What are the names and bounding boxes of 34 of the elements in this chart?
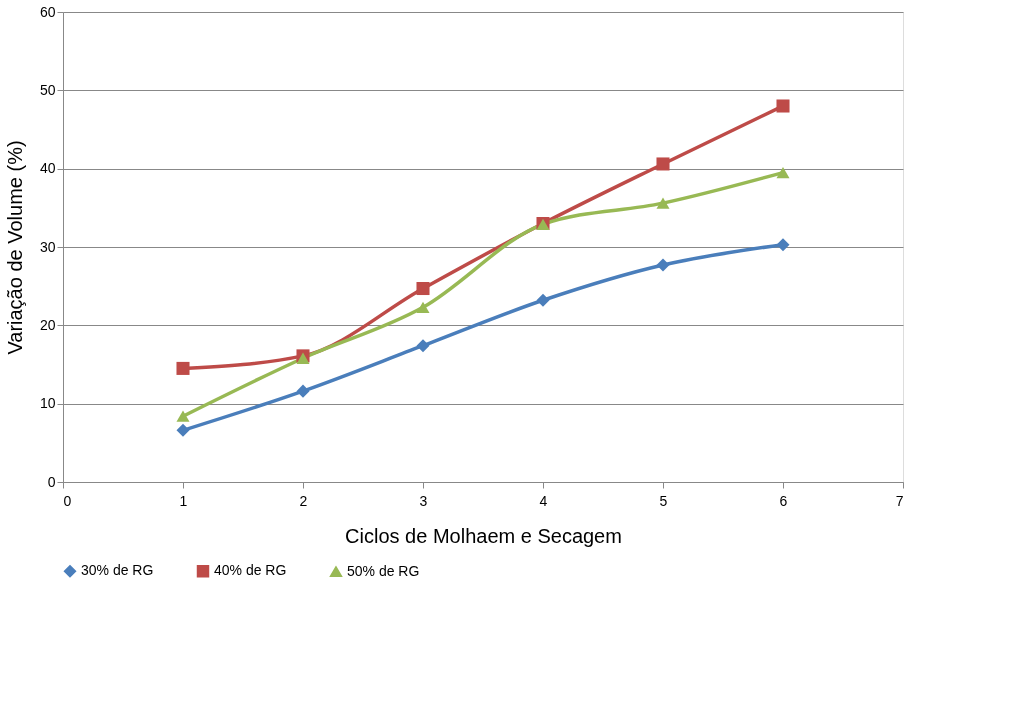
y-tick-label: 10 — [39, 395, 56, 412]
x-tick-label: 0 — [63, 492, 72, 509]
y-tick-label: 0 — [47, 473, 56, 490]
point — [176, 410, 190, 422]
legend-label: 30% de RG — [81, 562, 154, 579]
x-tick-label: 3 — [419, 492, 428, 509]
point — [416, 301, 430, 313]
point — [536, 293, 550, 307]
point — [776, 166, 790, 179]
y-tick-label: 60 — [39, 3, 56, 20]
point — [416, 282, 430, 296]
point — [296, 384, 310, 398]
x-tick-label: 2 — [299, 492, 308, 509]
x-axis-title: Ciclos de Molhaem e Secagem — [345, 524, 622, 547]
point — [656, 197, 670, 209]
x-tick-label: 1 — [179, 492, 188, 509]
legend-label: 50% de RG — [347, 562, 420, 579]
x-tick-label: 4 — [539, 492, 548, 509]
x-tick-label: 5 — [659, 492, 668, 509]
x-tick-label: 6 — [779, 492, 788, 509]
legend-label: 40% de RG — [214, 562, 287, 579]
y-axis-title: Variação de Volume (%) — [3, 140, 26, 355]
point — [776, 238, 790, 252]
y-tick-label: 30 — [39, 238, 56, 255]
y-tick-label: 40 — [39, 160, 56, 177]
point — [656, 157, 670, 171]
point — [776, 99, 790, 113]
point — [176, 361, 190, 375]
x-tick-label: 7 — [895, 492, 904, 509]
y-tick-label: 50 — [39, 81, 56, 98]
point — [416, 339, 430, 353]
point — [656, 258, 670, 272]
y-tick-label: 20 — [39, 316, 56, 333]
point — [176, 423, 190, 437]
